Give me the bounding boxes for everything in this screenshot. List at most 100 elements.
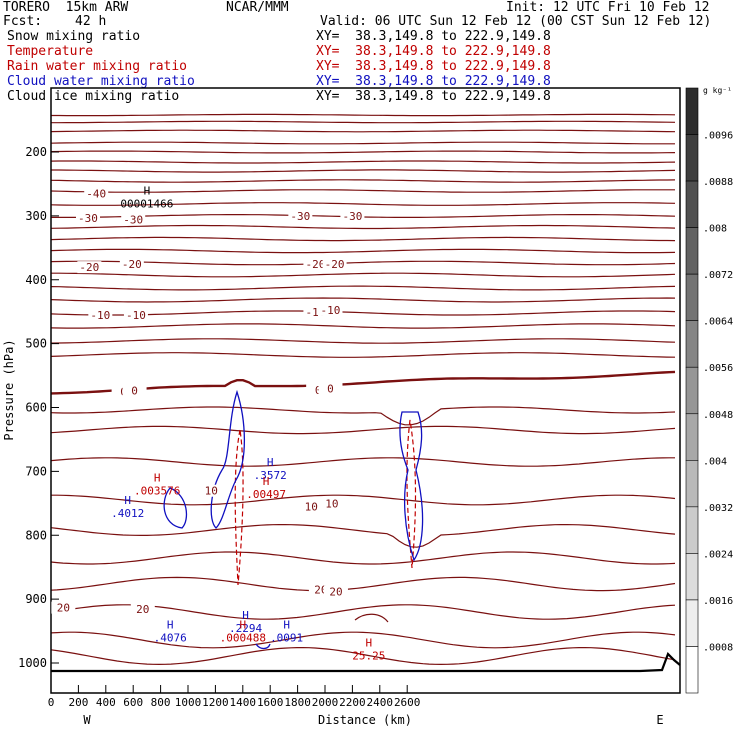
x-tick-label: 1000 xyxy=(175,696,202,709)
freezing-level-line xyxy=(50,370,676,395)
isotherm-label: -20 xyxy=(325,258,345,271)
extremum-value: .0091 xyxy=(270,632,303,645)
y-tick-label: 800 xyxy=(25,528,47,542)
field-temperature-xy: XY= 38.3,149.8 to 222.9,149.8 xyxy=(316,44,551,59)
colorbar-band xyxy=(685,87,699,135)
x-axis-title: Distance (km) xyxy=(318,713,412,727)
colorbar-band xyxy=(685,227,699,275)
extremum-value: .000488 xyxy=(220,632,266,645)
isotherm-label: 20 xyxy=(136,603,149,616)
colorbar-band xyxy=(685,180,699,228)
isotherm-line xyxy=(50,310,676,316)
isotherm-label-bg xyxy=(122,384,147,397)
isotherm-label: -20 xyxy=(79,261,99,274)
isotherm-label-bg xyxy=(75,211,100,224)
extremum-value: .00497 xyxy=(246,488,286,501)
y-tick-label: 1000 xyxy=(18,656,47,670)
extremum-value: 00001466 xyxy=(120,197,173,210)
isotherm-label: -10 xyxy=(126,309,146,322)
extremum-mark: H xyxy=(267,456,274,469)
colorbar-tick-label: .0032 xyxy=(703,503,733,514)
x-tick-label: 2000 xyxy=(312,696,339,709)
field-rain: Rain water mixing ratio xyxy=(7,59,188,74)
y-tick-label: 600 xyxy=(25,401,47,415)
rain-water-contour xyxy=(234,429,244,586)
isotherm-label: 20 xyxy=(57,602,70,615)
colorbar-band xyxy=(685,413,699,461)
colorbar-band xyxy=(685,460,699,508)
forecast-label: Fcst: xyxy=(3,14,43,29)
isotherm-label: -30 xyxy=(342,210,362,223)
rain-water-contour xyxy=(406,419,417,569)
colorbar-tick-label: .0008 xyxy=(703,642,733,653)
colorbar-band xyxy=(685,366,699,415)
isotherm-line xyxy=(50,425,676,435)
contour-labels: -40-30 -30 -30 -30-20 -20 -20 -20-10 -10 -10-100… xyxy=(51,184,385,663)
isotherm-line xyxy=(50,150,676,154)
y-tick-label: 200 xyxy=(25,145,47,159)
isotherm-label: 10 xyxy=(305,501,318,514)
extremum-value: .3572 xyxy=(254,469,287,482)
isotherm-line xyxy=(50,224,676,230)
colorbar-tick-label: .0016 xyxy=(703,596,733,607)
extremum-mark: H xyxy=(263,475,270,488)
isotherm-label-bg xyxy=(121,213,146,226)
isotherm-line xyxy=(50,604,676,620)
colorbar-band xyxy=(685,320,699,368)
field-cloud-ice: Cloud ice mixing ratio xyxy=(7,89,180,104)
isotherm-line xyxy=(50,248,676,254)
y-tick-label: 700 xyxy=(25,464,47,478)
colorbar-band xyxy=(685,599,699,647)
extremum-value: .2294 xyxy=(229,622,262,635)
x-tick-label: 1800 xyxy=(284,696,311,709)
isotherm-label-bg xyxy=(318,303,343,316)
extremum-mark: H xyxy=(124,494,131,507)
isotherm-label: -30 xyxy=(290,210,310,223)
isotherm-line xyxy=(50,285,676,291)
colorbar-tick-label: .0048 xyxy=(703,410,733,421)
extremum-value: .003576 xyxy=(134,485,180,498)
isotherm-label: -30 xyxy=(78,212,98,225)
isotherm-line xyxy=(50,457,675,467)
isotherm-label-bg xyxy=(199,484,224,497)
extremum-mark: H xyxy=(144,184,151,197)
isotherm-label-bg xyxy=(84,187,109,200)
isotherm-line xyxy=(51,272,676,278)
extremum-value: .4076 xyxy=(154,632,187,645)
y-tick-label: 300 xyxy=(25,209,47,223)
x-tick-label: 1200 xyxy=(202,696,229,709)
isotherm-line xyxy=(50,352,676,358)
isotherm-line xyxy=(51,169,676,173)
x-tick-label: 1600 xyxy=(257,696,284,709)
x-axis-east-label: E xyxy=(656,713,663,727)
init-time: Init: 12 UTC Fri 10 Feb 12 xyxy=(506,0,710,15)
isotherm-line xyxy=(50,297,676,303)
x-tick-label: 0 xyxy=(48,696,55,709)
colorbar-band xyxy=(685,273,699,321)
isotherm-line xyxy=(50,189,675,193)
colorbar-tick-label: .0056 xyxy=(703,363,733,374)
isotherm-label: 0 xyxy=(315,384,322,397)
isotherm-label: 20 xyxy=(329,586,342,599)
isotherm-line xyxy=(50,236,676,242)
colorbar-tick-label: .008 xyxy=(703,224,727,235)
colorbar-band xyxy=(685,553,699,601)
org-title: NCAR/MMM xyxy=(226,0,289,15)
isotherm-label-bg xyxy=(130,602,155,615)
field-cloud-water: Cloud water mixing ratio xyxy=(7,74,195,89)
x-tick-label: 600 xyxy=(123,696,143,709)
extremum-mark: H xyxy=(366,637,373,650)
field-cloud-water-xy: XY= 38.3,149.8 to 222.9,149.8 xyxy=(316,74,551,89)
x-tick-label: 2600 xyxy=(394,696,421,709)
isotherm-line xyxy=(50,260,676,266)
isotherm-label: -30 xyxy=(123,213,143,226)
extremum-mark: H xyxy=(283,619,290,632)
isotherm-line xyxy=(51,120,676,124)
isotherm-line xyxy=(50,551,676,565)
isotherm-line xyxy=(50,202,676,206)
field-cloud-ice-xy: XY= 38.3,149.8 to 222.9,149.8 xyxy=(316,89,551,104)
cloud-water-contour xyxy=(163,487,188,529)
isotherm-label: -20 xyxy=(305,258,325,271)
isotherm-label-bg xyxy=(119,257,144,270)
isotherm-label: -10 xyxy=(321,304,341,317)
